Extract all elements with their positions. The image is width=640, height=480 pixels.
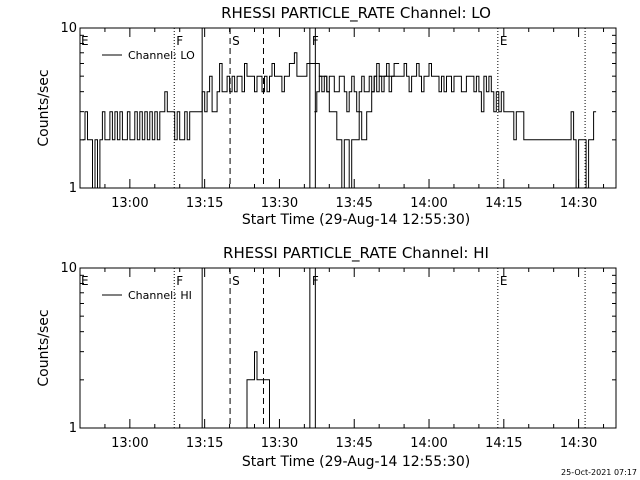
timestamp-stamp: 25-Oct-2021 07:17 bbox=[561, 468, 637, 477]
x-tick-label: 13:00 bbox=[111, 436, 148, 451]
event-marker-label: E bbox=[500, 34, 508, 48]
event-marker-label: F bbox=[176, 274, 183, 288]
x-tick-label: 13:45 bbox=[335, 196, 372, 211]
x-tick-label: 13:45 bbox=[335, 436, 372, 451]
series-line bbox=[239, 351, 277, 429]
y-tick-label: 1 bbox=[69, 181, 77, 196]
event-marker-label: F bbox=[176, 34, 183, 48]
plot-frame bbox=[79, 267, 617, 429]
hi-channel-panel: RHESSI PARTICLE_RATE Channel: HI 1 10 Count… bbox=[36, 244, 617, 470]
x-tick-label: 13:15 bbox=[186, 196, 223, 211]
x-tick-label: 14:15 bbox=[485, 196, 522, 211]
lo-channel-panel: RHESSI PARTICLE_RATE Channel: LO 1 10 Count… bbox=[36, 4, 617, 228]
event-marker-label: E bbox=[500, 274, 508, 288]
y-axis-label: Counts/sec bbox=[36, 69, 52, 146]
chart-title: RHESSI PARTICLE_RATE Channel: HI bbox=[223, 244, 489, 263]
event-marker-label: E bbox=[81, 274, 89, 288]
x-tick-label: 13:15 bbox=[186, 436, 223, 451]
x-tick-label: 14:30 bbox=[560, 196, 597, 211]
event-marker-label: S bbox=[232, 274, 240, 288]
x-tick-label: 14:15 bbox=[485, 436, 522, 451]
x-tick-label: 13:30 bbox=[261, 196, 298, 211]
y-tick-label: 1 bbox=[69, 421, 77, 436]
y-axis-label: Counts/sec bbox=[36, 309, 52, 386]
chart-title: RHESSI PARTICLE_RATE Channel: LO bbox=[221, 4, 491, 23]
event-marker-label: S bbox=[232, 34, 240, 48]
x-tick-label: 14:00 bbox=[410, 436, 447, 451]
x-tick-label: 13:30 bbox=[261, 436, 298, 451]
x-axis-label: Start Time (29-Aug-14 12:55:30) bbox=[242, 212, 470, 228]
x-axis-label: Start Time (29-Aug-14 12:55:30) bbox=[242, 454, 470, 470]
series-line bbox=[82, 52, 400, 189]
event-marker-label: E bbox=[81, 34, 89, 48]
series-line bbox=[314, 63, 597, 189]
y-tick-label: 10 bbox=[60, 21, 77, 36]
y-tick-label: 10 bbox=[60, 261, 77, 276]
x-tick-label: 14:30 bbox=[560, 436, 597, 451]
legend-label: Channel: LO bbox=[128, 49, 195, 62]
legend-label: Channel: HI bbox=[128, 289, 192, 302]
x-tick-label: 14:00 bbox=[410, 196, 447, 211]
x-tick-label: 13:00 bbox=[111, 196, 148, 211]
plot-frame bbox=[79, 27, 617, 189]
